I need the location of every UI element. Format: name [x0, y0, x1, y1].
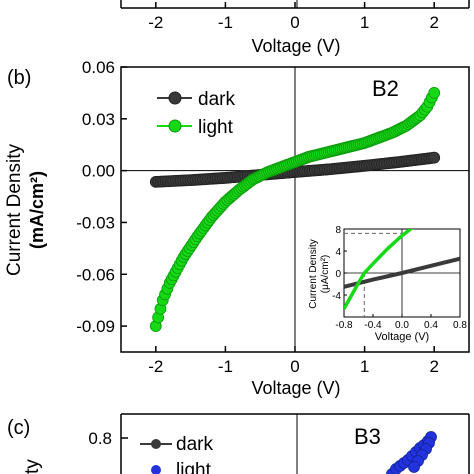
inset-x-tick-label: -0.4	[364, 320, 382, 331]
legend-light-label: light	[198, 117, 234, 138]
panel-c-series-light	[386, 431, 437, 474]
inset-y-tick-label: 4	[335, 247, 341, 258]
panel-b-x-axis-label: Voltage (V)	[251, 378, 340, 398]
inset-x-tick-label: 0.0	[395, 320, 409, 331]
panel-c-ylabel-fragment: ty	[22, 459, 43, 474]
panel-b-x-tick-label: 0	[290, 357, 299, 376]
inset-ylabel-line1: Current Density	[308, 239, 319, 308]
inset-plot: -0.8 -0.4 0.0 0.4 0.8 8 4 0 -4	[332, 225, 467, 331]
panel-b-y-axis-title: Current Density (mA/cm²)	[4, 144, 47, 276]
inset-ylabel-line2: (μA/cm²)	[320, 255, 331, 294]
legend-dark-label: dark	[198, 89, 235, 110]
panel-b-y-tick-label: 0.06	[82, 58, 115, 77]
top-panel-x-axis-label: Voltage (V)	[251, 36, 340, 56]
panel-c-light-point	[408, 461, 420, 473]
inset-y-tick-label: -4	[332, 291, 341, 302]
panel-c-label: (c)	[7, 417, 30, 439]
inset-x-axis-label: Voltage (V)	[375, 331, 429, 343]
panel-b-y-tick-label: 0.00	[82, 162, 115, 181]
panel-b-ylabel-line1: Current Density	[4, 144, 25, 276]
panel-b-tag: B2	[372, 76, 399, 101]
light-point	[428, 87, 441, 99]
panel-b-x-tick-label: 1	[360, 357, 369, 376]
inset-x-tick-label: -0.8	[335, 320, 353, 331]
panel-c-tag: B3	[354, 424, 381, 449]
panel-b-legend: dark light	[157, 89, 235, 138]
series-dark	[149, 151, 441, 188]
top-panel-x-ticks: -2 -1 0 1 2	[148, 2, 439, 32]
panel-b-y-tick-label: -0.06	[76, 265, 115, 284]
panel-b-y-tick-label: -0.09	[76, 317, 115, 336]
panel-b-x-tick-label: -2	[148, 357, 163, 376]
panel-b-ylabel-line2: (mA/cm²)	[27, 171, 47, 249]
inset-y-tick-label: 8	[335, 225, 341, 236]
dark-point	[428, 151, 441, 164]
panel-b-y-tick-label: 0.03	[82, 110, 115, 129]
panel-b-x-tick-label: 2	[429, 357, 438, 376]
panel-c-legend-dark-marker	[151, 439, 161, 449]
inset-x-tick-label: 0.4	[424, 320, 438, 331]
inset-dark-curve	[344, 256, 460, 289]
inset-y-tick-label: 0	[335, 269, 341, 280]
panel-b-ticks: -2 -1 0 1 20.060.030.00-0.03-0.06-0.09	[76, 58, 439, 376]
panel-c-legend-light-marker	[151, 465, 161, 474]
panel-b-y-tick-label: -0.03	[76, 213, 115, 232]
top-panel-x-tick-label: -2	[148, 13, 163, 32]
legend-dark-marker	[168, 91, 182, 105]
panel-c-y-tick-label: 0.8	[88, 429, 112, 448]
panel-b-label: (b)	[7, 67, 31, 89]
series-light	[149, 87, 441, 332]
inset: -0.8 -0.4 0.0 0.4 0.8 8 4 0 -4 Current Density (…	[308, 225, 467, 343]
panel-c-legend-dark-label: dark	[176, 434, 213, 455]
panel-b: (b) B2 -2 -1 0 1 20.060.030.00-0.03-0.06-0.0…	[4, 58, 470, 398]
panel-c-legend-light-label: light	[176, 460, 212, 474]
top-panel-x-tick-label: 2	[429, 13, 438, 32]
panel-b-x-tick-label: -1	[218, 357, 233, 376]
legend-light-marker	[168, 119, 182, 133]
top-panel-x-tick-label: -1	[218, 13, 233, 32]
top-panel-x-tick-label: 1	[360, 13, 369, 32]
inset-y-axis-title: Current Density (μA/cm²)	[308, 239, 331, 308]
panel-c: (c) B3 0.8 ty dark light	[7, 413, 470, 474]
top-panel-x-tick-label: 0	[290, 13, 299, 32]
inset-light-curve	[344, 229, 414, 310]
inset-x-tick-label: 0.8	[453, 320, 467, 331]
top-panel: -2 -1 0 1 2 Voltage (V)	[120, 0, 470, 56]
